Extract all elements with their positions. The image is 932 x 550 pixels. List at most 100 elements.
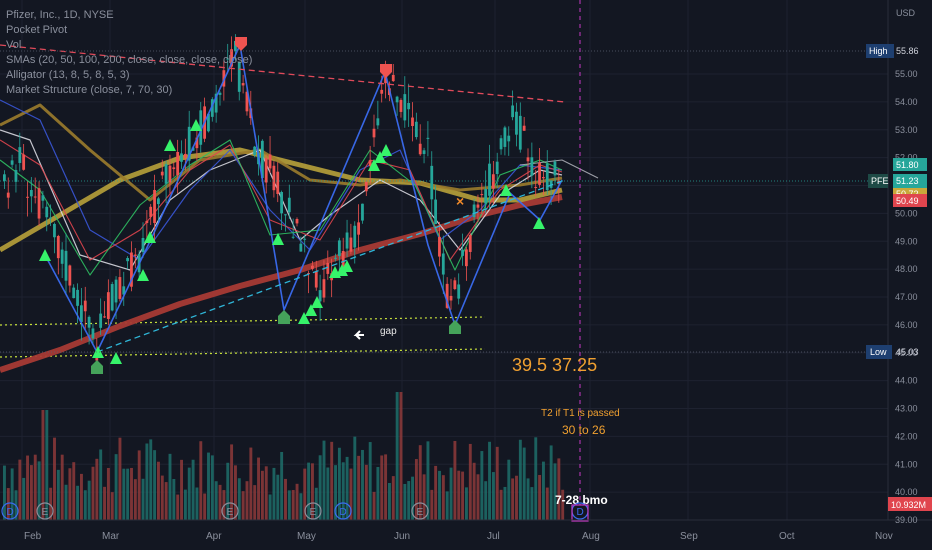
event-marker-icon [334,502,352,520]
candle-body [287,197,291,213]
high-label: High [869,46,888,56]
volume-bar [53,437,56,520]
candle-body [230,49,233,67]
alligator-lips-line [0,139,563,276]
candle-body [237,61,241,92]
candle-body [480,194,484,196]
pivot-up-triangle [39,249,51,261]
legend-market-structure[interactable]: Market Structure (close, 7, 70, 30) [6,84,173,96]
event-marker-icon [304,502,322,520]
candle-body [507,135,511,142]
t2-note: T2 if T1 is passed [541,408,620,419]
legend-volume[interactable]: Vol [6,39,22,51]
candle-body [526,157,530,162]
y-tick-label: 40.00 [895,487,918,497]
support-trendline [96,179,566,353]
volume-bar [353,436,357,520]
candle-body [253,146,257,156]
candle-body [187,126,191,161]
candle-body [291,236,295,238]
candle-body [164,164,168,184]
legend-title[interactable]: Pfizer, Inc., 1D, NYSE [6,9,114,21]
pivot-up-triangle [272,233,284,245]
candle-body [29,190,33,197]
volume-bar [449,467,453,520]
candle-body [449,295,453,301]
volume-bar [345,456,349,520]
candles [3,34,561,364]
legend-pocket-pivot[interactable]: Pocket Pivot [6,24,68,36]
candle-body [110,284,114,311]
swing-high-marker [235,37,247,51]
legend-smas[interactable]: SMAs (20, 50, 100, 200, close, close, cl… [6,54,253,66]
candle-body [441,253,445,275]
volume-bar [214,481,218,520]
candle-body [199,110,203,145]
volume-bar [160,475,164,520]
volume-bar [164,482,168,520]
volume-bar [311,463,314,520]
x-tick-label: Jun [394,531,410,542]
volume-bar [468,443,472,520]
volume-bar [41,410,45,520]
volume-bar [403,483,407,520]
pivot-up-triangle [500,184,512,196]
volume-bar [465,487,468,520]
candle-body [260,140,264,178]
price-tag-51-80 [893,158,927,171]
volume-bar [372,491,376,520]
volume-bar [491,472,495,520]
candle-body [303,238,307,240]
candle-body [495,161,499,174]
volume-bar [418,445,422,520]
event-marker-letter: E [310,507,317,518]
candle-body [87,316,91,328]
candle-body [341,251,345,268]
low-label: Low [870,347,887,357]
candle-body [322,279,326,298]
volume-bar [103,486,106,520]
candle-body [468,234,472,252]
volume-bar [91,466,95,520]
volume-bar [326,467,330,520]
x-tick-label: Apr [206,531,222,542]
x-tick-label: Mar [102,531,120,542]
candle-body [276,171,280,194]
volume-bar [295,483,299,520]
volume-bar [80,473,83,520]
candle-body [461,249,464,256]
volume-bar [376,466,380,520]
legend-alligator[interactable]: Alligator (13, 8, 5, 8, 5, 3) [6,69,130,81]
volume-bar [226,462,230,520]
price-tag-50-49-text: 50.49 [896,196,919,206]
volume-bar [18,459,22,520]
x-tick-label: Nov [875,531,893,542]
candle-body [538,162,541,185]
candle-body [3,174,6,182]
candle-body [68,265,72,286]
y-tick-label: 55.00 [895,69,918,79]
y-tick-label: 53.00 [895,125,918,135]
candle-body [337,240,341,257]
volume-bar [361,449,364,520]
volume-bar [253,485,257,520]
candle-body [534,186,538,188]
swing-low-marker [278,310,290,324]
volume-bar [241,491,245,520]
candle-body [465,249,468,267]
volume-tag: 10.932M [891,500,926,510]
candle-body [76,289,79,306]
x-tick-label: Jul [487,531,500,542]
candle-body [56,235,60,259]
candle-body [122,286,126,295]
sma-projection [519,159,599,179]
volume-bar [191,459,195,520]
volume-tag-box [888,497,932,511]
candle-body [72,287,76,299]
volume-bar [68,468,72,520]
volume-bar [438,470,441,520]
candle-body [530,157,534,176]
volume-bar [99,449,103,520]
volume-bar [207,452,210,520]
